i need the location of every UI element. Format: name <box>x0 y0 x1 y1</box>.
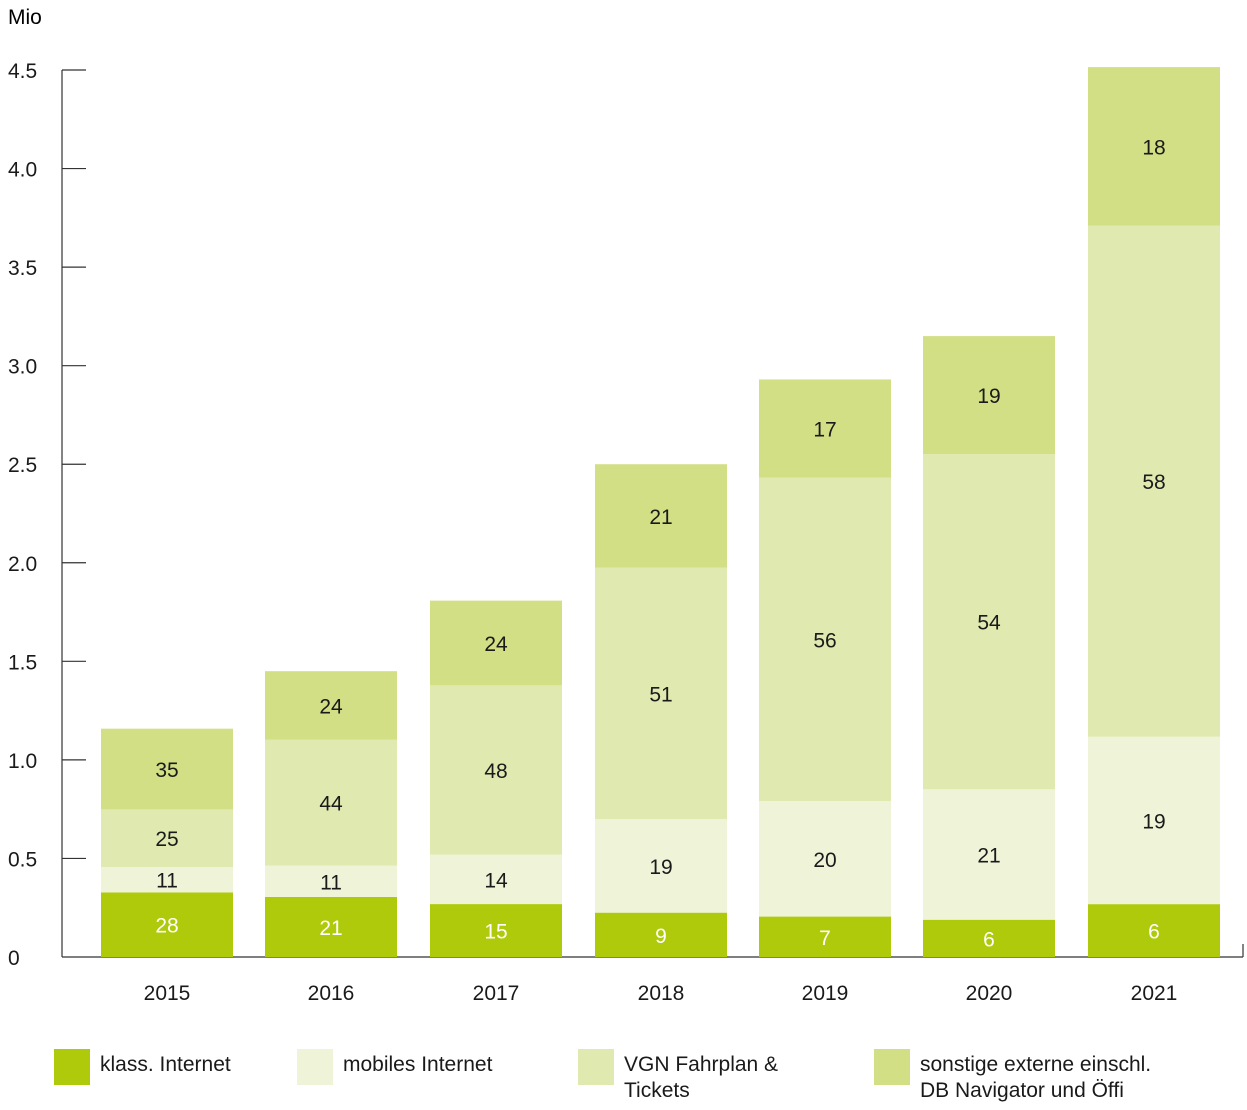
data-label: 20 <box>813 849 836 872</box>
bar-segment <box>430 854 562 905</box>
bar-segment <box>265 671 397 740</box>
bar-segment <box>430 685 562 855</box>
bar-segment <box>265 865 397 897</box>
data-label: 7 <box>819 927 831 950</box>
y-tick-label: 3.0 <box>8 356 37 379</box>
data-label: 19 <box>1142 810 1165 833</box>
bar-segment <box>923 336 1055 455</box>
bar-segment <box>430 600 562 686</box>
data-label: 21 <box>649 506 672 529</box>
data-label: 24 <box>484 633 508 656</box>
data-label: 58 <box>1142 471 1165 494</box>
data-label: 11 <box>320 871 342 894</box>
legend-label: VGN Fahrplan & Tickets <box>624 1053 779 1102</box>
y-tick-label: 3.5 <box>8 257 37 280</box>
y-tick-label: 1.0 <box>8 750 37 773</box>
bar-segment <box>1088 67 1220 226</box>
data-label: 21 <box>319 917 342 940</box>
legend-item: klass. Internet <box>54 1049 231 1085</box>
bar-segment <box>101 728 233 810</box>
legend-label: mobiles Internet <box>343 1053 493 1076</box>
bar-segment <box>923 919 1055 957</box>
bar-segment <box>101 867 233 893</box>
legend-item: VGN Fahrplan & Tickets <box>578 1049 778 1104</box>
bar-segment <box>265 739 397 866</box>
legend-label: klass. Internet <box>100 1053 231 1076</box>
data-label: 17 <box>813 419 836 442</box>
y-axis-unit-label: Mio <box>8 6 42 29</box>
y-tick-label: 2.5 <box>8 454 37 477</box>
data-label: 25 <box>155 828 178 851</box>
data-label: 54 <box>977 612 1001 635</box>
y-tick-label: 4.5 <box>8 60 37 83</box>
data-label: 19 <box>977 385 1000 408</box>
bar-segment <box>1088 904 1220 957</box>
data-label: 14 <box>484 869 508 892</box>
bar-segment <box>101 892 233 957</box>
bar-segment <box>595 567 727 820</box>
bar-segment <box>759 916 891 957</box>
bars: 2811253520152111442420161514482420179195… <box>101 67 1220 1005</box>
legend-label: sonstige externe einschl. DB Navigator u… <box>920 1053 1152 1102</box>
data-label: 9 <box>655 925 667 948</box>
bar-segment <box>595 912 727 957</box>
x-tick-label: 2020 <box>966 982 1013 1005</box>
bar-segment <box>595 464 727 568</box>
data-label: 48 <box>484 760 507 783</box>
y-tick-label: 4.0 <box>8 159 37 182</box>
bar-segment <box>101 809 233 868</box>
x-tick-label: 2017 <box>473 982 520 1005</box>
x-tick-label: 2016 <box>308 982 355 1005</box>
data-label: 24 <box>319 695 343 718</box>
x-tick-label: 2015 <box>144 982 191 1005</box>
bar-segment <box>759 379 891 478</box>
y-tick-label: 0.5 <box>8 848 37 871</box>
bar-segment <box>923 454 1055 790</box>
bar-segment <box>759 477 891 802</box>
axes: 0 0.5 1.0 1.5 2.0 2.5 3.0 3.5 4.0 4.5 <box>8 60 1244 970</box>
legend-item: sonstige externe einschl. DB Navigator u… <box>874 1049 1151 1104</box>
x-tick-label: 2018 <box>638 982 685 1005</box>
data-label: 15 <box>484 921 507 944</box>
x-tick-label: 2019 <box>802 982 849 1005</box>
legend-swatch <box>578 1049 614 1085</box>
bar-segment <box>265 896 397 957</box>
x-tick-label: 2021 <box>1131 982 1178 1005</box>
bar-segment <box>1088 225 1220 737</box>
legend: klass. Internet mobiles Internet VGN Fahrp… <box>0 1049 1247 1109</box>
y-tick-label: 1.5 <box>8 651 37 674</box>
data-label: 6 <box>1148 921 1160 944</box>
data-label: 56 <box>813 629 836 652</box>
bar-segment <box>430 904 562 957</box>
bar-segment <box>1088 736 1220 905</box>
data-label: 18 <box>1142 136 1165 159</box>
y-tick-label: 0 <box>8 947 20 970</box>
data-label: 35 <box>155 759 178 782</box>
legend-swatch <box>874 1049 910 1085</box>
y-tick-label: 2.0 <box>8 553 37 576</box>
bar-segment <box>595 819 727 913</box>
data-label: 11 <box>156 870 178 893</box>
data-label: 51 <box>649 683 672 706</box>
data-label: 28 <box>155 915 178 938</box>
bar-segment <box>923 789 1055 920</box>
legend-swatch <box>54 1049 90 1085</box>
data-label: 44 <box>319 793 343 816</box>
legend-swatch <box>297 1049 333 1085</box>
data-label: 6 <box>983 928 995 951</box>
data-label: 19 <box>649 856 672 879</box>
data-label: 21 <box>977 845 1000 868</box>
bar-segment <box>759 801 891 917</box>
stacked-bar-chart: Mio 0 0.5 1.0 1.5 2.0 2.5 3.0 3.5 4.0 4.5 28 11 25 3… <box>8 6 1244 1005</box>
legend-item: mobiles Internet <box>297 1049 492 1085</box>
